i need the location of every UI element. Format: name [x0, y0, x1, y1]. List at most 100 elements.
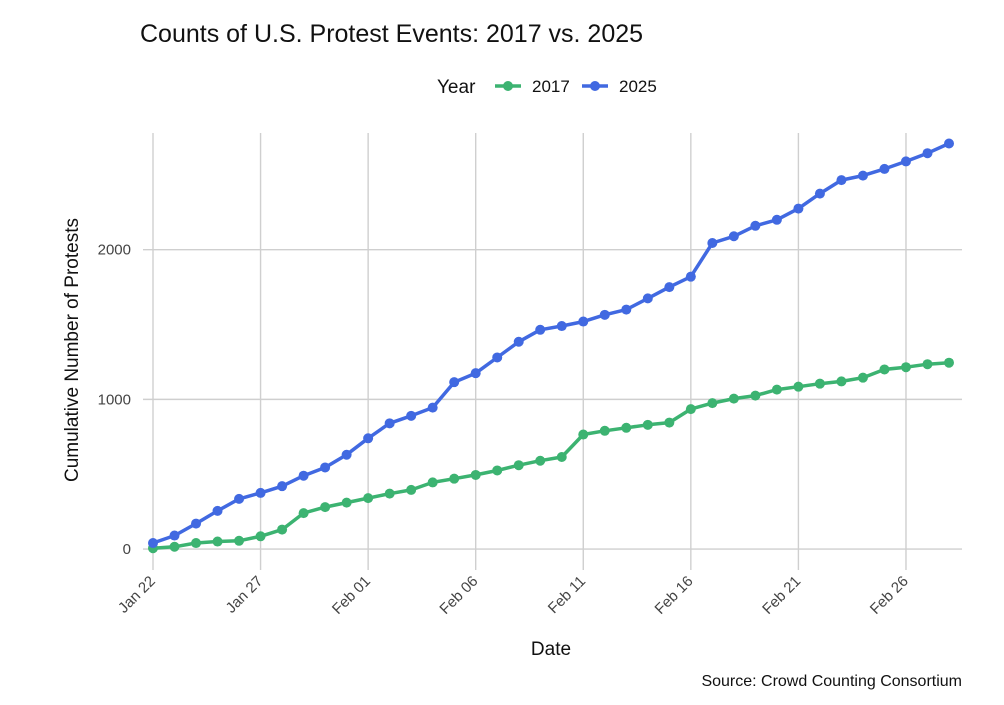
data-point: [212, 505, 223, 516]
data-point: [814, 378, 825, 389]
gridlines: [143, 133, 962, 570]
data-point: [944, 357, 954, 368]
x-tick-label: Jan 27: [223, 573, 267, 617]
data-point: [298, 508, 309, 519]
data-point: [642, 419, 653, 430]
data-point: [320, 462, 331, 473]
series: [148, 138, 954, 554]
data-point: [879, 364, 890, 375]
data-point: [341, 497, 352, 508]
data-point: [169, 530, 180, 541]
data-point: [384, 418, 395, 429]
data-point: [191, 538, 202, 549]
data-point: [406, 410, 417, 421]
data-point: [320, 502, 331, 513]
data-point: [535, 455, 546, 466]
data-point: [535, 324, 546, 335]
x-tick-label: Feb 01: [329, 573, 374, 618]
data-point: [556, 321, 567, 332]
data-point: [406, 484, 417, 495]
data-point: [793, 203, 804, 214]
data-point: [255, 487, 266, 498]
legend-label: 2025: [619, 77, 657, 96]
data-point: [449, 377, 460, 388]
series-2017: [148, 357, 954, 554]
data-point: [642, 293, 653, 304]
legend-key-point: [503, 81, 513, 91]
data-point: [836, 376, 847, 387]
data-point: [707, 398, 718, 409]
legend-item-2025: 2025: [582, 77, 657, 96]
data-point: [728, 393, 739, 404]
data-point: [449, 473, 460, 484]
data-point: [944, 138, 954, 149]
data-point: [857, 372, 868, 383]
data-point: [556, 451, 567, 462]
data-point: [492, 352, 503, 363]
data-point: [750, 220, 761, 231]
y-axis-ticks: 0 1000 2000: [98, 242, 131, 558]
data-point: [685, 271, 696, 282]
data-point: [470, 368, 481, 379]
data-point: [599, 425, 610, 436]
data-point: [363, 493, 374, 504]
data-point: [664, 417, 675, 428]
x-tick-label: Feb 11: [545, 573, 589, 617]
data-point: [685, 404, 696, 415]
data-point: [277, 481, 288, 492]
data-point: [900, 156, 911, 167]
data-point: [234, 493, 245, 504]
data-point: [900, 362, 911, 373]
data-point: [707, 237, 718, 248]
y-axis-title: Cumulative Number of Protests: [62, 218, 83, 482]
x-tick-label: Feb 21: [759, 573, 804, 618]
x-tick-label: Feb 16: [652, 573, 697, 618]
data-point: [513, 460, 524, 471]
y-tick-label: 2000: [98, 242, 131, 259]
data-point: [513, 336, 524, 347]
x-tick-label: Jan 22: [115, 573, 159, 617]
data-point: [664, 282, 675, 293]
data-point: [363, 433, 374, 444]
data-point: [169, 541, 180, 552]
data-point: [255, 531, 266, 542]
data-point: [578, 316, 589, 327]
series-line: [152, 360, 950, 551]
series-line: [152, 141, 950, 545]
chart-title: Counts of U.S. Protest Events: 2017 vs. …: [140, 20, 643, 48]
data-point: [728, 231, 739, 242]
legend-item-2017: 2017: [495, 77, 570, 96]
data-point: [771, 384, 782, 395]
legend-key-point: [590, 81, 600, 91]
data-point: [621, 422, 632, 433]
data-point: [857, 170, 868, 181]
data-point: [750, 390, 761, 401]
data-point: [879, 163, 890, 174]
data-point: [234, 535, 245, 546]
legend-label: 2017: [532, 77, 570, 96]
data-point: [470, 469, 481, 480]
source-caption: Source: Crowd Counting Consortium: [701, 673, 962, 690]
data-point: [771, 214, 782, 225]
data-point: [492, 465, 503, 476]
data-point: [922, 359, 933, 370]
data-point: [599, 309, 610, 320]
data-point: [427, 477, 438, 488]
data-point: [793, 381, 804, 392]
x-axis-title: Date: [531, 639, 571, 660]
data-point: [148, 538, 158, 549]
data-point: [578, 429, 589, 440]
x-tick-label: Feb 06: [436, 573, 481, 618]
series-2025: [148, 138, 954, 549]
data-point: [341, 449, 352, 460]
data-point: [191, 518, 202, 529]
y-tick-label: 0: [123, 541, 131, 558]
y-tick-label: 1000: [98, 391, 131, 408]
data-point: [427, 402, 438, 413]
x-axis-ticks: Jan 22 Jan 27 Feb 01 Feb 06 Feb 11 Feb 16 Feb …: [115, 573, 912, 618]
x-tick-label: Feb 26: [867, 573, 912, 618]
legend-title: Year: [437, 77, 476, 98]
data-point: [298, 470, 309, 481]
data-point: [212, 536, 223, 547]
